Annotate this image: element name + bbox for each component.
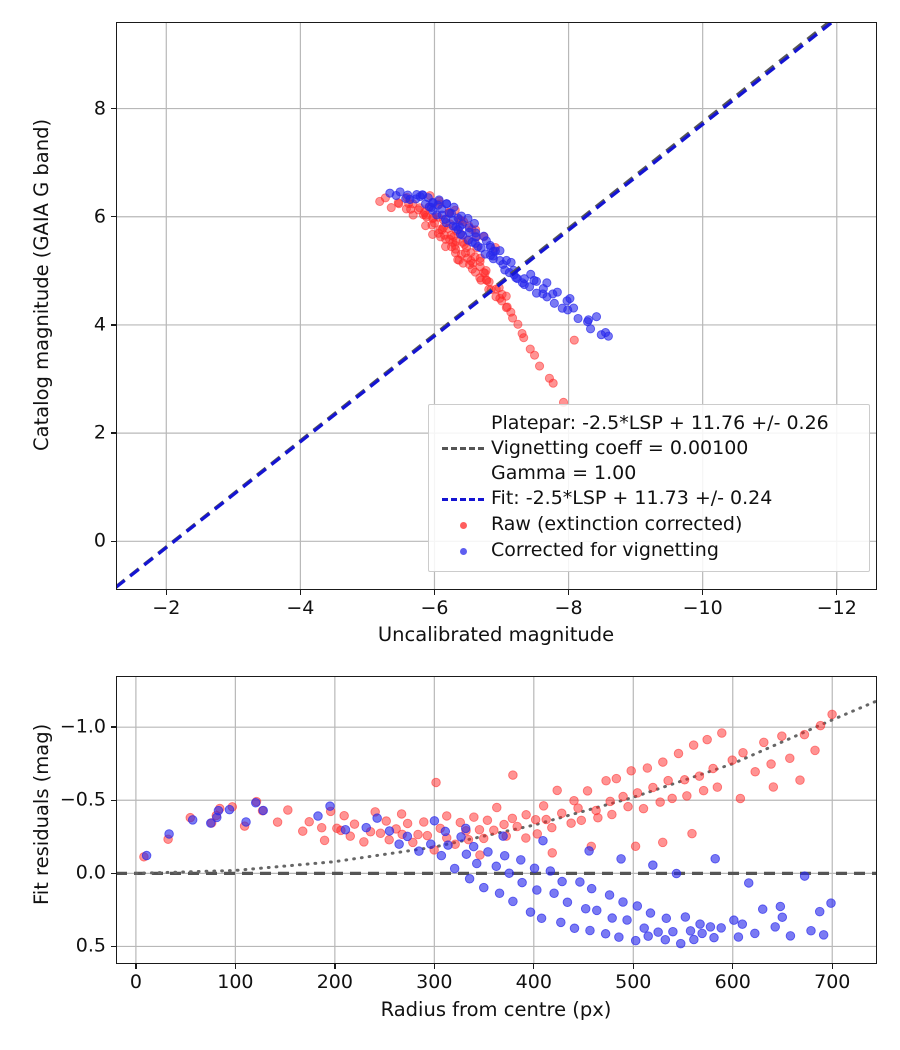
x-tick-label: −12 — [816, 597, 857, 619]
legend-label-platepar-line3: Gamma = 1.00 — [491, 462, 637, 484]
series-corrected-for-vignetting — [385, 187, 613, 341]
x-tick-label: −8 — [554, 597, 583, 619]
x-tick-label: −4 — [286, 597, 315, 619]
x-tickmark — [632, 964, 634, 969]
x-tick-label: 600 — [714, 971, 751, 993]
x-tick-label: 100 — [217, 971, 254, 993]
x-tickmark — [831, 964, 833, 969]
x-tick-label: 500 — [615, 971, 652, 993]
gridlines — [116, 676, 877, 964]
x-tickmark — [433, 590, 436, 595]
raw-marker-swatch — [438, 521, 488, 529]
platepar-line-swatch — [438, 447, 488, 450]
blue-dashed-line-icon — [442, 497, 484, 501]
legend-label-fit: Fit: -2.5*LSP + 11.73 +/- 0.24 — [491, 487, 773, 509]
y-tickmark — [111, 216, 116, 218]
x-tick-label: 0 — [129, 971, 142, 993]
legend-entry-corrected: Corrected for vignetting — [438, 538, 860, 564]
y-tick-label: 8 — [93, 97, 106, 120]
legend-label-platepar-line2: Vignetting coeff = 0.00100 — [491, 437, 749, 459]
x-tickmark — [701, 590, 704, 595]
red-dot-icon — [459, 521, 467, 529]
x-tick-label: −10 — [682, 597, 723, 619]
x-tickmark — [836, 590, 838, 595]
legend-entry-raw: Raw (extinction corrected) — [438, 512, 860, 538]
bottom-panel-plot-area — [116, 676, 877, 964]
legend-label-platepar: Platepar: -2.5*LSP + 11.76 +/- 0.26 Vign… — [488, 411, 829, 486]
corrected-marker-swatch — [438, 547, 488, 555]
x-tick-label: 300 — [416, 971, 453, 993]
x-tickmark — [334, 964, 336, 969]
legend-entry-platepar: Platepar: -2.5*LSP + 11.76 +/- 0.26 Vign… — [438, 411, 860, 486]
y-tick-label: 2 — [93, 421, 106, 444]
legend-label-platepar-line1: Platepar: -2.5*LSP + 11.76 +/- 0.26 — [491, 412, 829, 434]
data-points — [139, 709, 837, 949]
bottom-panel-axes — [116, 676, 877, 964]
y-tickmark — [111, 726, 116, 728]
y-tickmark — [111, 872, 116, 875]
x-tickmark — [135, 964, 137, 969]
line-vignetting-curve — [134, 699, 877, 875]
x-tick-label: 700 — [814, 971, 851, 993]
legend-label-raw: Raw (extinction corrected) — [491, 513, 743, 535]
bottom-panel-x-axis-title: Radius from centre (px) — [380, 998, 612, 1021]
y-tick-label: 0.5 — [75, 934, 106, 957]
x-tick-label: 200 — [316, 971, 353, 993]
y-tickmark — [111, 107, 116, 110]
x-tickmark — [567, 590, 570, 595]
y-tickmark — [111, 945, 116, 948]
x-tickmark — [299, 590, 302, 595]
top-panel-plot-area — [116, 22, 877, 590]
x-tickmark — [533, 964, 535, 969]
top-panel-y-axis-title: Catalog magnitude (GAIA G band) — [30, 118, 53, 451]
bottom-panel-y-axis-title: Fit residuals (mag) — [30, 723, 53, 905]
gridlines — [116, 22, 877, 590]
x-tickmark — [234, 964, 237, 969]
x-tick-label: −2 — [152, 597, 181, 619]
top-panel-x-axis-title: Uncalibrated magnitude — [377, 623, 615, 646]
top-panel-legend: Platepar: -2.5*LSP + 11.76 +/- 0.26 Vign… — [428, 404, 870, 572]
y-tickmark — [111, 324, 116, 326]
y-tickmark — [111, 799, 116, 801]
legend-label-corrected: Corrected for vignetting — [491, 539, 719, 561]
y-tickmark — [111, 432, 116, 434]
series-corrected-for-vignetting — [141, 797, 836, 949]
legend-entry-fit: Fit: -2.5*LSP + 11.73 +/- 0.24 — [438, 486, 860, 512]
y-tick-label: 4 — [93, 313, 106, 336]
fit-line-swatch — [438, 497, 488, 501]
blue-dot-icon — [459, 547, 467, 555]
y-tick-label: 0 — [93, 529, 106, 552]
y-tickmark — [111, 540, 116, 542]
y-tick-label: 0.0 — [75, 861, 106, 884]
y-tick-label: −0.5 — [59, 788, 106, 811]
series-raw-extinction-corrected- — [139, 709, 837, 862]
gray-dashed-line-icon — [442, 447, 484, 450]
x-tickmark — [165, 590, 167, 595]
x-tickmark — [732, 964, 734, 969]
data-points — [375, 187, 613, 407]
y-tick-label: −1.0 — [59, 715, 106, 738]
x-tick-label: 400 — [515, 971, 552, 993]
y-tick-label: 6 — [93, 205, 106, 228]
x-tick-label: −6 — [420, 597, 449, 619]
reference-lines — [116, 699, 877, 875]
x-tickmark — [433, 964, 436, 969]
